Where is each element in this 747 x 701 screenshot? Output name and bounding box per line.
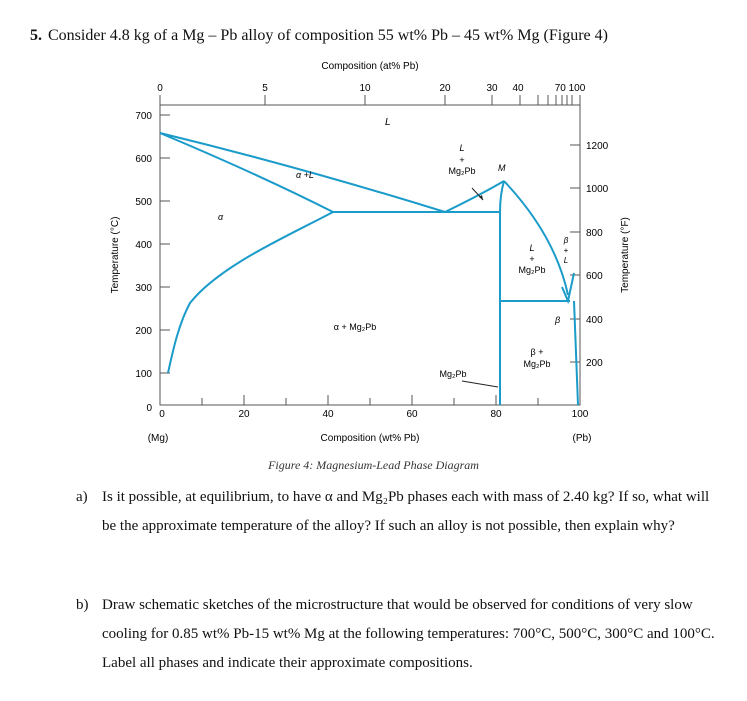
- liquidus-left: [159, 132, 446, 213]
- mg2pb-arrow-head: [479, 195, 483, 200]
- region-right-L: L: [529, 243, 534, 253]
- right-tick-1200: 1200: [586, 141, 609, 152]
- region-alpha-plus-L: α +L: [296, 170, 314, 180]
- left-tick-200: 200: [135, 326, 152, 337]
- bottom-tick-80: 80: [490, 409, 502, 420]
- bottom-left-label: (Mg): [148, 433, 169, 444]
- right-tick-200: 200: [586, 358, 603, 369]
- region-beta-L-plus: +: [564, 246, 569, 255]
- top-tick-30: 30: [486, 83, 498, 94]
- bottom-axis-title: Composition (wt% Pb): [321, 433, 420, 444]
- top-axis-ticks: [159, 95, 581, 105]
- question-title: 5. Consider 4.8 kg of a Mg – Pb alloy of …: [30, 27, 608, 45]
- bottom-tick-20: 20: [238, 409, 250, 420]
- liquidus-right: [503, 180, 569, 296]
- solidus-left: [159, 132, 334, 213]
- phase-diagram-figure: Composition (at% Pb) 0 5 10 20 30 40 70 …: [100, 55, 660, 475]
- bottom-tick-40: 40: [322, 409, 334, 420]
- right-tick-1000: 1000: [586, 184, 609, 195]
- region-beta: β: [554, 315, 560, 325]
- mg2pb-compound-line: [499, 180, 505, 405]
- left-axis-ticks: [160, 114, 170, 374]
- bottom-tick-100: 100: [572, 409, 589, 420]
- region-beta-plus-mg2pb-beta: β +: [531, 347, 544, 357]
- part-b-label: b): [76, 597, 89, 613]
- region-L-mg2pb-plus: +: [459, 155, 464, 165]
- question-part-b: b) Draw schematic sketches of the micros…: [76, 591, 716, 678]
- left-tick-700: 700: [135, 111, 152, 122]
- right-tick-600: 600: [586, 271, 603, 282]
- region-beta-L-L: L: [564, 256, 568, 265]
- question-number: 5.: [30, 27, 42, 44]
- beta-solvus: [573, 300, 579, 406]
- part-a-label: a): [76, 489, 88, 505]
- region-L: L: [385, 117, 391, 128]
- top-axis-title: Composition (at% Pb): [321, 61, 418, 72]
- right-axis-title: Temperature (°F): [620, 217, 631, 293]
- plot-frame: [159, 104, 581, 406]
- region-beta-plus-mg2pb-compound: Mg₂Pb: [523, 359, 550, 369]
- top-tick-40: 40: [512, 83, 524, 94]
- figure-caption: Figure 4: Magnesium-Lead Phase Diagram: [268, 458, 479, 472]
- bottom-tick-60: 60: [406, 409, 418, 420]
- region-L-mg2pb-L: L: [459, 143, 464, 153]
- phase-diagram-svg: Composition (at% Pb) 0 5 10 20 30 40 70 …: [110, 61, 631, 444]
- top-tick-10: 10: [359, 83, 371, 94]
- liquidus-center-left: [444, 180, 505, 213]
- top-tick-70-100: 70 100: [555, 83, 586, 94]
- bottom-axis-ticks: [159, 395, 581, 405]
- right-tick-800: 800: [586, 228, 603, 239]
- part-a-text: Is it possible, at equilibrium, to have …: [102, 489, 710, 534]
- beta-region-lines: [561, 272, 575, 305]
- top-tick-5: 5: [262, 83, 268, 94]
- region-right-plus: +: [529, 254, 534, 264]
- region-L-mg2pb-compound: Mg₂Pb: [448, 166, 475, 176]
- left-axis-title: Temperature (°C): [110, 217, 121, 294]
- top-tick-0: 0: [157, 83, 163, 94]
- mg2pb-pointer-line: [461, 380, 499, 388]
- region-M: M: [498, 163, 506, 173]
- left-tick-600: 600: [135, 154, 152, 165]
- bottom-right-label: (Pb): [573, 433, 592, 444]
- region-alpha-plus-mg2pb: α + Mg₂Pb: [334, 322, 376, 332]
- solvus-left: [167, 211, 334, 374]
- region-mg2pb-bottom: Mg₂Pb: [439, 369, 466, 379]
- left-tick-300: 300: [135, 283, 152, 294]
- part-b-text: Draw schematic sketches of the microstru…: [102, 597, 715, 671]
- left-tick-100: 100: [135, 369, 152, 380]
- region-right-compound: Mg₂Pb: [518, 265, 545, 275]
- top-tick-20: 20: [439, 83, 451, 94]
- phase-boundaries: [159, 132, 579, 406]
- left-tick-400: 400: [135, 240, 152, 251]
- right-tick-400: 400: [586, 315, 603, 326]
- question-text: Consider 4.8 kg of a Mg – Pb alloy of co…: [48, 27, 608, 44]
- region-alpha: α: [218, 212, 224, 222]
- left-tick-500: 500: [135, 197, 152, 208]
- region-beta-L-beta: β: [563, 236, 569, 245]
- bottom-tick-0: 0: [159, 409, 165, 420]
- left-tick-0: 0: [146, 403, 152, 414]
- question-part-a: a) Is it possible, at equilibrium, to ha…: [76, 483, 716, 541]
